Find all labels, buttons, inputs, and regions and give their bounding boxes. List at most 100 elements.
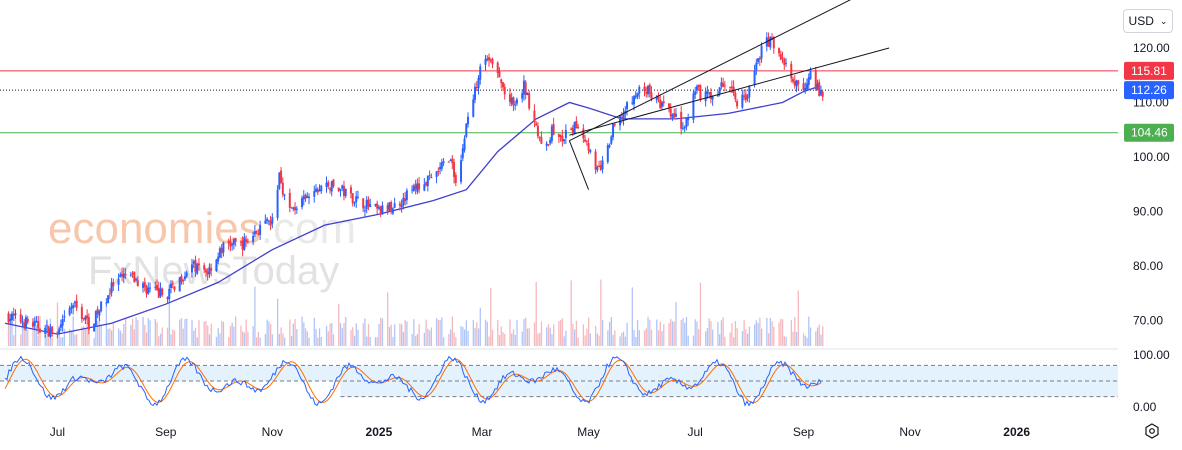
candle bbox=[35, 316, 38, 324]
volume-bar bbox=[636, 319, 639, 346]
candle bbox=[755, 58, 758, 76]
channel-upper-line bbox=[569, 0, 852, 142]
volume-bar bbox=[753, 324, 756, 346]
candle bbox=[351, 193, 354, 207]
gear-icon[interactable] bbox=[1143, 422, 1161, 440]
candle bbox=[33, 316, 36, 330]
time-tick-label: Sep bbox=[793, 425, 815, 439]
volume-bar bbox=[451, 316, 453, 346]
volume-bar bbox=[193, 330, 195, 346]
volume-bar bbox=[511, 333, 513, 346]
volume-bar bbox=[498, 335, 501, 346]
candle bbox=[308, 193, 311, 205]
candle bbox=[439, 162, 442, 175]
candle bbox=[821, 91, 824, 101]
candle bbox=[428, 170, 431, 181]
candle bbox=[524, 79, 527, 100]
volume-bar bbox=[280, 327, 282, 346]
volume-bar bbox=[205, 321, 207, 346]
volume-bar bbox=[315, 328, 317, 346]
candle bbox=[753, 64, 756, 88]
candle bbox=[355, 190, 358, 208]
candle bbox=[790, 61, 793, 83]
candle bbox=[612, 122, 615, 141]
volume-bar bbox=[394, 324, 396, 346]
volume-bar bbox=[242, 331, 244, 346]
volume-bar bbox=[20, 334, 22, 346]
volume-bar bbox=[645, 328, 647, 346]
candle bbox=[68, 305, 71, 317]
volume-bar bbox=[696, 321, 698, 346]
volume-bar bbox=[21, 321, 24, 346]
volume-bar bbox=[635, 337, 637, 346]
candle bbox=[121, 267, 124, 282]
candle bbox=[545, 141, 548, 151]
candle bbox=[442, 157, 445, 167]
volume-bar bbox=[598, 335, 600, 346]
volume-bar bbox=[575, 320, 578, 346]
candle bbox=[19, 308, 22, 325]
candle bbox=[716, 91, 719, 97]
volume-bar bbox=[745, 329, 747, 346]
candle bbox=[320, 184, 323, 194]
candle bbox=[105, 298, 108, 307]
candle bbox=[418, 176, 421, 194]
stoch-tick-label: 100.00 bbox=[1133, 348, 1170, 362]
volume-bar bbox=[98, 316, 101, 346]
volume-bar bbox=[621, 332, 623, 346]
candle bbox=[356, 190, 359, 200]
candle bbox=[156, 279, 159, 292]
candle bbox=[479, 63, 482, 85]
volume-bar bbox=[563, 336, 565, 346]
candle bbox=[143, 277, 146, 292]
volume-bar bbox=[105, 305, 108, 346]
candle bbox=[342, 180, 345, 201]
candle bbox=[540, 131, 543, 144]
currency-selector[interactable]: USD ⌄ bbox=[1123, 9, 1173, 33]
candle bbox=[447, 160, 450, 163]
volume-bar bbox=[145, 332, 148, 346]
trend-channel[interactable] bbox=[568, 0, 890, 190]
candle bbox=[218, 246, 221, 259]
candle bbox=[301, 195, 304, 210]
candle bbox=[793, 74, 796, 89]
candle bbox=[70, 302, 73, 314]
volume-bar bbox=[497, 319, 499, 346]
volume-bar bbox=[83, 326, 85, 346]
channel-lower-line bbox=[569, 47, 890, 136]
candle bbox=[412, 183, 415, 192]
candle bbox=[674, 108, 677, 118]
candle bbox=[526, 92, 529, 96]
volume-bar bbox=[339, 323, 342, 346]
volume-bar bbox=[401, 324, 403, 346]
candle bbox=[453, 158, 456, 184]
volume-bar bbox=[743, 320, 745, 346]
candle bbox=[98, 309, 101, 321]
volume-bar bbox=[374, 337, 377, 346]
volume-bar bbox=[502, 332, 504, 346]
volume-bar bbox=[612, 334, 614, 346]
candle bbox=[819, 85, 822, 97]
volume-bar bbox=[170, 334, 172, 346]
candle bbox=[673, 108, 676, 120]
volume-bar bbox=[119, 330, 122, 346]
volume-bar bbox=[692, 335, 695, 346]
volume-bar bbox=[757, 322, 759, 346]
candle bbox=[229, 235, 232, 252]
volume-bar bbox=[428, 330, 431, 346]
price-tick-label: 120.00 bbox=[1133, 41, 1170, 55]
volume-bar bbox=[759, 317, 761, 346]
candle bbox=[313, 185, 316, 203]
candle bbox=[161, 287, 164, 298]
volume-bar bbox=[537, 333, 539, 346]
volume-bar bbox=[794, 317, 796, 346]
candle bbox=[325, 176, 328, 193]
candle bbox=[512, 96, 515, 112]
candle bbox=[87, 313, 90, 335]
volume-bar bbox=[423, 332, 426, 346]
volume-bar bbox=[795, 331, 798, 346]
candle bbox=[805, 78, 808, 90]
volume-bar bbox=[528, 328, 530, 346]
volume-bar bbox=[179, 319, 181, 346]
